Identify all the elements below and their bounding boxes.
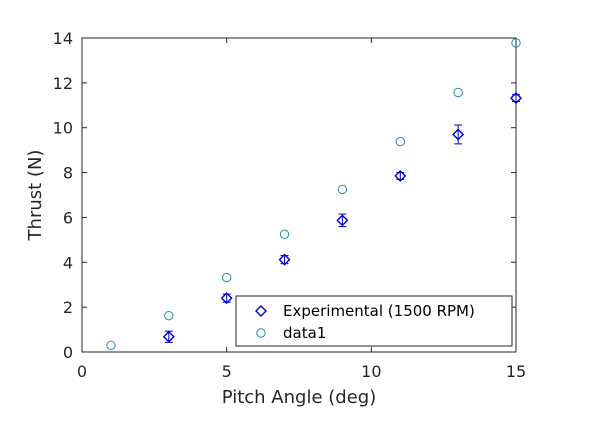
data-point-circle [453, 87, 463, 98]
data-point-diamond [510, 92, 522, 105]
legend-marker-series-1 [255, 305, 267, 317]
legend-label-series-2: data1 [283, 324, 326, 342]
x-axis-label: Pitch Angle (deg) [222, 387, 376, 408]
y-axis-label: Thrust (N) [25, 150, 46, 242]
legend-box [235, 295, 513, 347]
data-point-circle [511, 38, 521, 48]
data-point-circle [106, 340, 116, 350]
y-tick-label: 4 [63, 253, 73, 272]
axes [81, 37, 517, 353]
data-point-circle [279, 229, 290, 239]
series-2 [106, 38, 521, 350]
x-tick-label: 0 [77, 362, 87, 381]
data-point-diamond [278, 253, 291, 266]
y-tick-label: 10 [53, 119, 73, 138]
data-point-circle [395, 136, 405, 147]
data-point-diamond [162, 330, 175, 343]
y-tick-label: 2 [63, 298, 73, 317]
y-tick-label: 0 [63, 343, 73, 362]
data-point-circle [164, 310, 174, 321]
legend: Experimental (1500 RPM) data1 [235, 295, 513, 347]
y-tick-label: 6 [63, 208, 73, 227]
legend-marker-series-2 [256, 328, 266, 338]
ticks: 0 5 10 15 0 2 4 6 8 10 12 14 [53, 29, 527, 381]
x-tick-label: 15 [506, 362, 526, 381]
y-tick-label: 12 [53, 74, 73, 93]
x-tick-label: 5 [222, 362, 232, 381]
data-point-diamond [336, 214, 349, 227]
data-point-diamond [220, 292, 233, 305]
y-tick-label: 14 [53, 29, 73, 48]
axes-box [81, 37, 517, 353]
data-point-diamond [394, 169, 407, 182]
data-point-diamond [452, 128, 465, 141]
data-point-circle [221, 272, 232, 283]
y-tick-label: 8 [63, 164, 73, 183]
legend-label-series-1: Experimental (1500 RPM) [283, 302, 475, 320]
series-1 [162, 92, 522, 343]
data-layer [106, 38, 522, 350]
x-tick-label: 10 [361, 362, 381, 381]
data-point-circle [337, 184, 348, 195]
